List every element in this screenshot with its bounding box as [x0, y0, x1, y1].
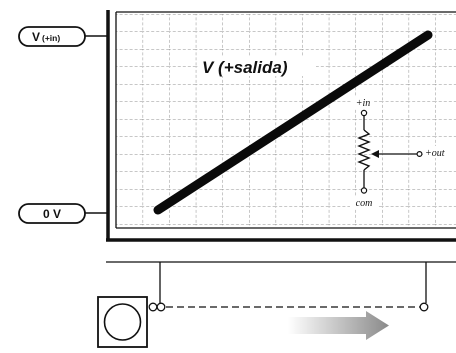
pot-wiper-label: +out: [425, 148, 445, 159]
v-plus-salida-label: V (+salida): [202, 58, 288, 77]
zero-v-label: 0 V: [18, 203, 108, 224]
pot-bottom-terminal: [360, 187, 368, 194]
rotary-knob[interactable]: [97, 296, 166, 348]
output-transfer-line: [153, 30, 433, 215]
direction-arrow: [288, 311, 389, 340]
pot-resistor: [357, 129, 371, 171]
range-indicator: [106, 261, 456, 307]
travel-endpoint: [419, 302, 429, 312]
v-plus-in-label: V (+in): [18, 26, 108, 47]
potentiometer: +in com +out: [350, 96, 456, 209]
pot-top-terminal: [360, 109, 368, 117]
v-plus-in-sub: (+in): [42, 33, 60, 43]
pot-top-label: +in: [356, 98, 371, 109]
pot-bottom-backdrop: [350, 197, 378, 209]
pot-top-backdrop: [352, 96, 374, 108]
v-plus-in-text: V: [32, 30, 40, 44]
knob-dial: [103, 303, 142, 341]
pot-wiper-backdrop: [423, 146, 456, 158]
knob-pivot-1: [148, 302, 158, 312]
pot-wiper-arrow: [371, 150, 379, 158]
zero-v-text: 0 V: [43, 207, 61, 221]
pot-bottom-label: com: [356, 198, 373, 209]
pot-wiper-terminal: [416, 151, 423, 158]
knob-pivot-2: [156, 302, 166, 312]
title-backdrop: [198, 56, 316, 76]
